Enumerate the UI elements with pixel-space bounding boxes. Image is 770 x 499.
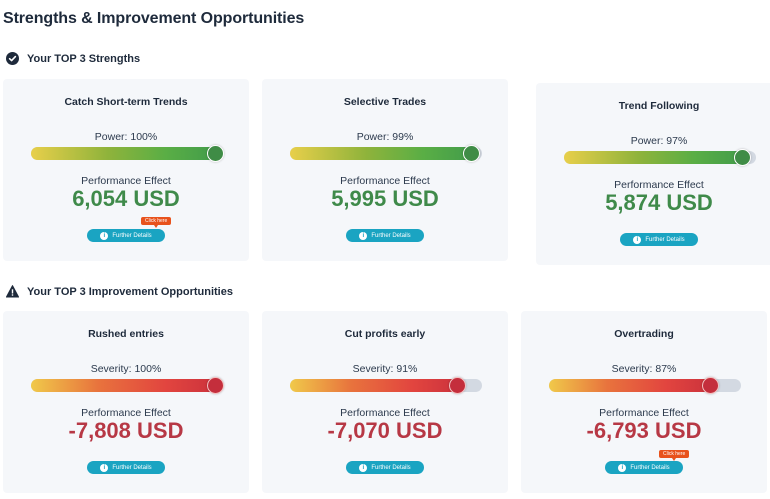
info-icon: i [359, 463, 368, 472]
severity-bar [31, 377, 224, 394]
further-details-label: Further Details [112, 232, 152, 239]
severity-label: Severity: 91% [352, 363, 418, 375]
card-title: Trend Following [618, 100, 700, 112]
power-bar-fill [290, 147, 481, 160]
effect-label: Performance Effect [81, 175, 171, 187]
improvement-card: Cut profits early Severity: 91% Performa… [262, 311, 508, 493]
severity-bar [549, 377, 741, 394]
strength-card: Selective Trades Power: 99% Performance … [262, 79, 508, 261]
severity-label: Severity: 100% [90, 363, 162, 375]
further-details-label: Further Details [371, 464, 411, 471]
effect-label: Performance Effect [340, 407, 430, 419]
info-icon: i [359, 231, 368, 240]
effect-value: -6,793 USD [586, 418, 702, 443]
effect-label: Performance Effect [340, 175, 430, 187]
check-circle-icon [6, 52, 19, 65]
further-details-label: Further Details [112, 464, 152, 471]
card-title: Selective Trades [343, 96, 427, 108]
effect-value: 6,054 USD [72, 186, 180, 211]
effect-label: Performance Effect [599, 407, 689, 419]
severity-bar-fill [549, 379, 717, 392]
effect-label: Performance Effect [614, 179, 704, 191]
card-title: Overtrading [614, 328, 674, 340]
power-label: Power: 97% [630, 135, 688, 147]
power-bar-fill [564, 151, 751, 164]
effect-value: -7,070 USD [327, 418, 443, 443]
card-title: Rushed entries [88, 328, 164, 340]
severity-bar-knob [207, 377, 224, 394]
strength-card: Trend Following Power: 97% Performance E… [536, 83, 770, 265]
severity-bar-fill [31, 379, 223, 392]
effect-label: Performance Effect [81, 407, 171, 419]
further-details-button[interactable]: i Further Details [346, 229, 424, 242]
power-bar-knob [463, 145, 480, 162]
power-label: Power: 99% [356, 131, 414, 143]
improvement-card: Overtrading Severity: 87% Performance Ef… [521, 311, 767, 493]
further-details-label: Further Details [371, 232, 411, 239]
strengths-heading: Your TOP 3 Strengths [6, 52, 140, 65]
strength-card: Catch Short-term Trends Power: 100% Perf… [3, 79, 249, 261]
power-bar-knob [207, 145, 224, 162]
effect-value: -7,808 USD [68, 418, 184, 443]
click-here-tooltip: Click here [659, 450, 690, 461]
severity-bar-knob [702, 377, 719, 394]
severity-bar-knob [449, 377, 466, 394]
severity-label: Severity: 87% [611, 363, 677, 375]
improvement-card: Rushed entries Severity: 100% Performanc… [3, 311, 249, 493]
further-details-button[interactable]: i Further Details [87, 229, 165, 242]
info-icon: i [100, 231, 109, 240]
page-title: Strengths & Improvement Opportunities [3, 10, 305, 27]
effect-value: 5,874 USD [605, 190, 713, 215]
further-details-button[interactable]: i Further Details [346, 461, 424, 474]
power-bar-fill [31, 147, 223, 160]
further-details-button[interactable]: i Further Details [87, 461, 165, 474]
improvements-heading: Your TOP 3 Improvement Opportunities [6, 285, 233, 298]
power-label: Power: 100% [94, 131, 158, 143]
info-icon: i [100, 463, 109, 472]
card-title: Cut profits early [344, 328, 426, 340]
further-details-button[interactable]: i Further Details [620, 233, 698, 246]
further-details-button[interactable]: i Further Details [605, 461, 683, 474]
further-details-label: Further Details [645, 236, 685, 243]
power-bar [290, 145, 482, 162]
info-icon: i [633, 235, 642, 244]
card-title: Catch Short-term Trends [64, 96, 188, 108]
strengths-heading-text: Your TOP 3 Strengths [27, 52, 141, 65]
power-bar-knob [734, 149, 751, 166]
further-details-label: Further Details [630, 464, 670, 471]
info-icon: i [618, 463, 627, 472]
effect-value: 5,995 USD [331, 186, 439, 211]
severity-bar-fill [290, 379, 465, 392]
power-bar [564, 149, 756, 166]
severity-bar [290, 377, 482, 394]
power-bar [31, 145, 224, 162]
warning-icon [6, 285, 19, 298]
click-here-tooltip: Click here [141, 217, 172, 228]
improvements-heading-text: Your TOP 3 Improvement Opportunities [27, 285, 233, 298]
